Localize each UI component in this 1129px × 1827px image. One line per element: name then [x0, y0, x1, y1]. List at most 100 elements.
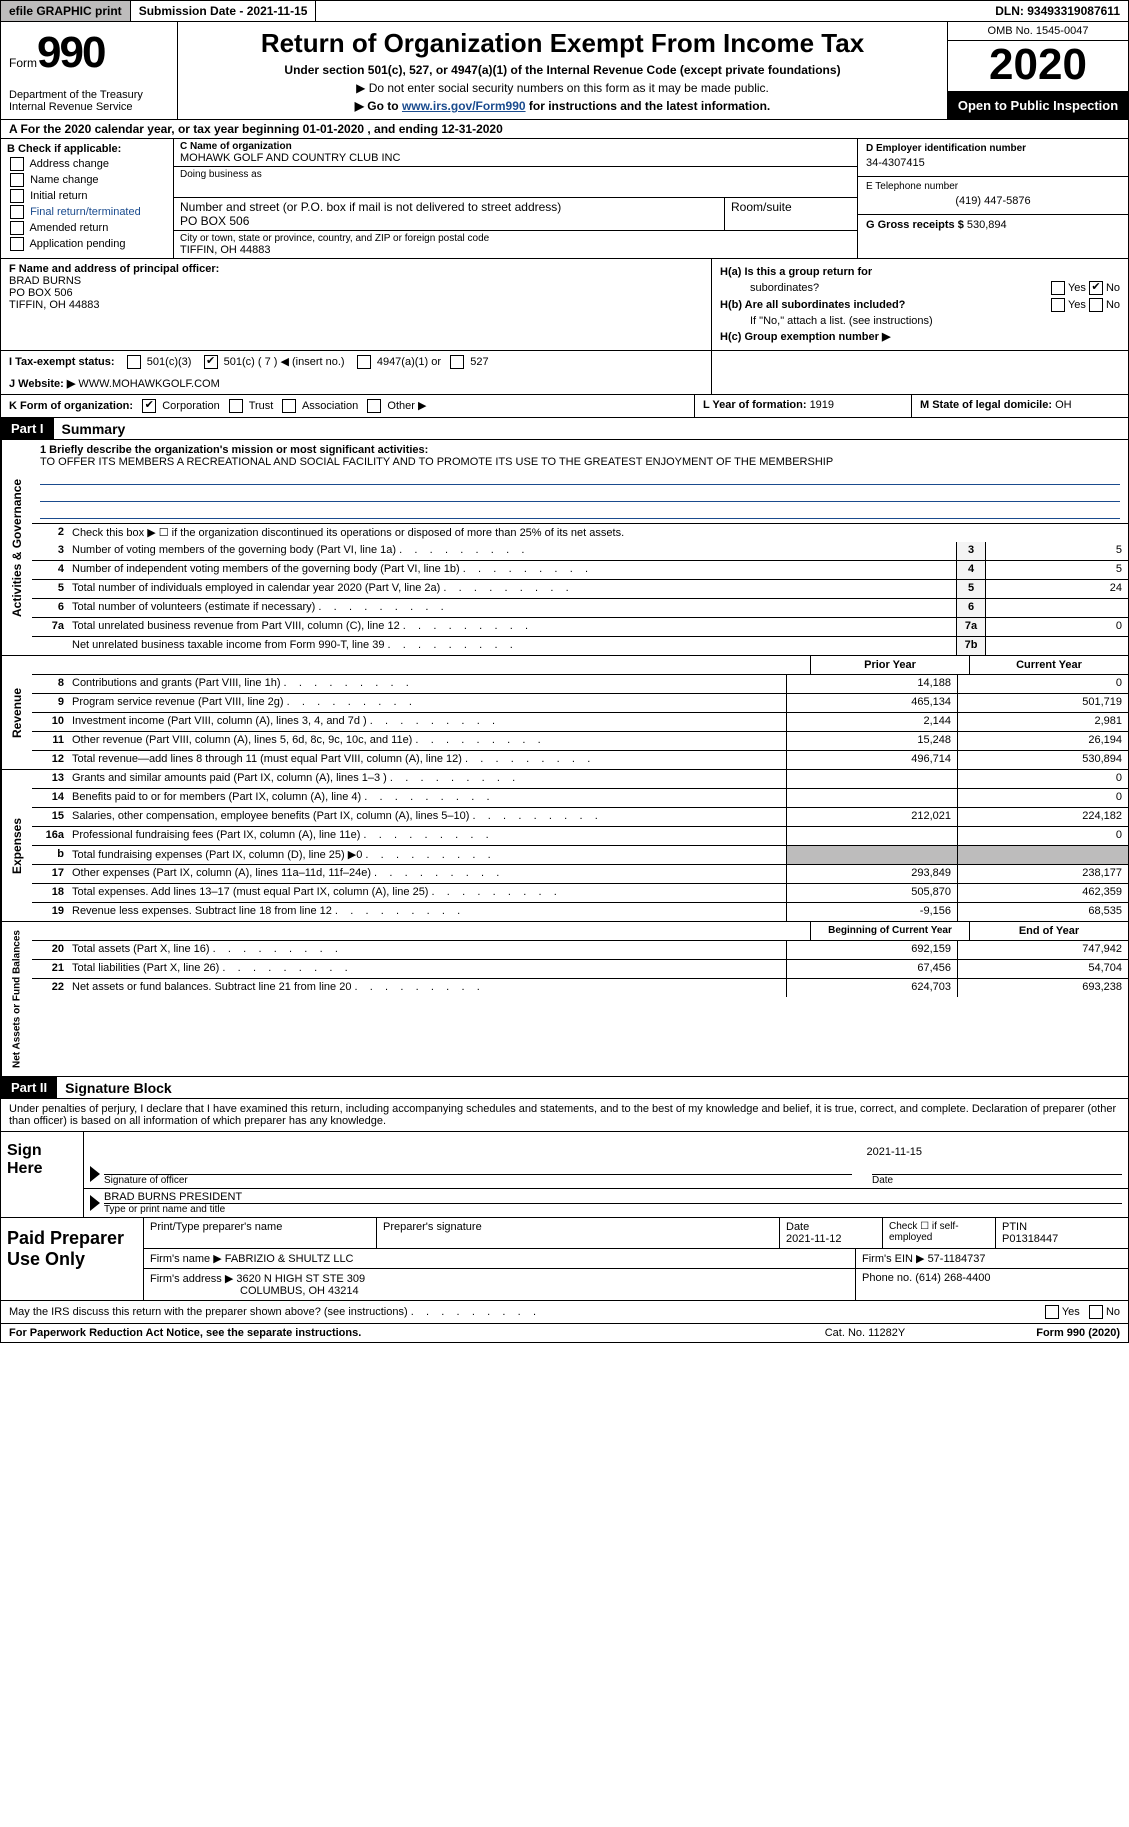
vert-governance: Activities & Governance — [1, 440, 32, 655]
footer-left: For Paperwork Reduction Act Notice, see … — [9, 1327, 790, 1339]
hc-line: H(c) Group exemption number ▶ — [720, 330, 1120, 343]
irs-link[interactable]: www.irs.gov/Form990 — [402, 99, 526, 113]
col-end-year: End of Year — [969, 922, 1128, 940]
chk-app-pending[interactable]: Application pending — [7, 237, 167, 251]
revenue-content: Prior Year Current Year 8Contributions a… — [32, 656, 1128, 769]
gov-row: Net unrelated business taxable income fr… — [32, 637, 1128, 655]
chk-name-change[interactable]: Name change — [7, 173, 167, 187]
row-num: b — [32, 846, 68, 864]
col-begin-year: Beginning of Current Year — [810, 922, 969, 940]
row-desc: Total revenue—add lines 8 through 11 (mu… — [68, 751, 786, 769]
row-desc: Revenue less expenses. Subtract line 18 … — [68, 903, 786, 921]
firm-addr-label: Firm's address ▶ — [150, 1273, 236, 1285]
row-klm: K Form of organization: Corporation Trus… — [0, 395, 1129, 418]
org-name-cell: C Name of organization MOHAWK GOLF AND C… — [174, 139, 857, 167]
chk-trust[interactable] — [229, 399, 243, 413]
submission-date-label: Submission Date - — [139, 4, 247, 18]
submission-date-value: 2021-11-15 — [247, 4, 308, 18]
row-num: 15 — [32, 808, 68, 826]
city-value: TIFFIN, OH 44883 — [180, 244, 851, 256]
chk-4947[interactable] — [357, 355, 371, 369]
money-row: 17Other expenses (Part IX, column (A), l… — [32, 865, 1128, 884]
org-name-value: MOHAWK GOLF AND COUNTRY CLUB INC — [180, 152, 851, 164]
chk-501c3[interactable] — [127, 355, 141, 369]
money-row: bTotal fundraising expenses (Part IX, co… — [32, 846, 1128, 865]
net-assets-block: Net Assets or Fund Balances Beginning of… — [0, 922, 1129, 1077]
ein-cell: D Employer identification number 34-4307… — [858, 139, 1128, 177]
dln-label: DLN: — [995, 4, 1027, 18]
part-2-header: Part II — [1, 1077, 57, 1098]
expenses-block: Expenses 13Grants and similar amounts pa… — [0, 770, 1129, 922]
chk-amended[interactable]: Amended return — [7, 221, 167, 235]
officer-name: BRAD BURNS — [9, 275, 703, 287]
row-num: 6 — [32, 599, 68, 617]
ha-sub: subordinates? — [720, 282, 1048, 294]
state-domicile-cell: M State of legal domicile: OH — [911, 395, 1128, 417]
money-row: 8Contributions and grants (Part VIII, li… — [32, 675, 1128, 694]
prep-selfemp-header: Check ☐ if self-employed — [883, 1218, 996, 1248]
website-value: WWW.MOHAWKGOLF.COM — [78, 378, 219, 390]
prep-firm-name-row: Firm's name ▶ FABRIZIO & SHULTZ LLC Firm… — [144, 1249, 1128, 1269]
money-row: 14Benefits paid to or for members (Part … — [32, 789, 1128, 808]
discuss-no-checkbox[interactable] — [1089, 1305, 1103, 1319]
chk-address-change[interactable]: Address change — [7, 157, 167, 171]
row-num: 5 — [32, 580, 68, 598]
hb-note: If "No," attach a list. (see instruction… — [720, 315, 1120, 327]
open-to-public-badge: Open to Public Inspection — [948, 92, 1128, 119]
firm-ein-value: 57-1184737 — [928, 1253, 986, 1265]
form-number: 990 — [37, 28, 104, 77]
header-middle: Return of Organization Exempt From Incom… — [178, 22, 947, 119]
hb-no-checkbox[interactable] — [1089, 298, 1103, 312]
row-desc: Total unrelated business revenue from Pa… — [68, 618, 956, 636]
gross-label: G Gross receipts $ — [866, 219, 967, 231]
vert-expenses: Expenses — [1, 770, 32, 921]
gov-row: 7aTotal unrelated business revenue from … — [32, 618, 1128, 637]
current-year-value: 0 — [957, 827, 1128, 845]
chk-501c[interactable] — [204, 355, 218, 369]
row-num: 10 — [32, 713, 68, 731]
prior-year-value: 505,870 — [786, 884, 957, 902]
prior-year-value: 465,134 — [786, 694, 957, 712]
row-value: 5 — [985, 542, 1128, 560]
prep-ptin-header: PTIN — [1002, 1221, 1122, 1233]
part-1-title: Summary — [54, 421, 126, 437]
prep-ptin-value: P01318447 — [1002, 1233, 1122, 1245]
row-desc: Total assets (Part X, line 16) — [68, 941, 786, 959]
prep-name-header: Print/Type preparer's name — [144, 1218, 377, 1248]
chk-initial-return[interactable]: Initial return — [7, 189, 167, 203]
gross-cell: G Gross receipts $ 530,894 — [858, 215, 1128, 235]
row-m-label: M State of legal domicile: — [920, 399, 1055, 411]
current-year-value: 0 — [957, 770, 1128, 788]
money-row: 11Other revenue (Part VIII, column (A), … — [32, 732, 1128, 751]
row-num: 3 — [32, 542, 68, 560]
prior-year-value — [786, 846, 957, 864]
prior-year-value: 496,714 — [786, 751, 957, 769]
discuss-yes-checkbox[interactable] — [1045, 1305, 1059, 1319]
current-year-value: 0 — [957, 675, 1128, 693]
addr-label: Number and street (or P.O. box if mail i… — [180, 200, 718, 214]
chk-assoc[interactable] — [282, 399, 296, 413]
row-desc: Number of independent voting members of … — [68, 561, 956, 579]
prior-year-value: 14,188 — [786, 675, 957, 693]
website-label: J Website: ▶ — [9, 378, 78, 390]
ha-yes-checkbox[interactable] — [1051, 281, 1065, 295]
chk-final-return[interactable]: Final return/terminated — [7, 205, 167, 219]
firm-phone-value: (614) 268-4400 — [915, 1272, 990, 1284]
officer-addr1: PO BOX 506 — [9, 287, 703, 299]
section-d: D Employer identification number 34-4307… — [857, 139, 1128, 258]
row-desc: Total number of individuals employed in … — [68, 580, 956, 598]
money-row: 20Total assets (Part X, line 16)692,1597… — [32, 941, 1128, 960]
sig-date-row: 2021-11-15 — [84, 1132, 1128, 1160]
row-i-right — [712, 351, 1128, 373]
row-num: 16a — [32, 827, 68, 845]
chk-527[interactable] — [450, 355, 464, 369]
row-desc: Total expenses. Add lines 13–17 (must eq… — [68, 884, 786, 902]
chk-corp[interactable] — [142, 399, 156, 413]
row-value — [985, 637, 1128, 655]
hb-yes-checkbox[interactable] — [1051, 298, 1065, 312]
chk-other[interactable] — [367, 399, 381, 413]
row-desc: Contributions and grants (Part VIII, lin… — [68, 675, 786, 693]
efile-badge: efile GRAPHIC print — [1, 1, 131, 21]
ha-no-checkbox[interactable] — [1089, 281, 1103, 295]
website-cell: J Website: ▶ WWW.MOHAWKGOLF.COM — [1, 373, 712, 394]
